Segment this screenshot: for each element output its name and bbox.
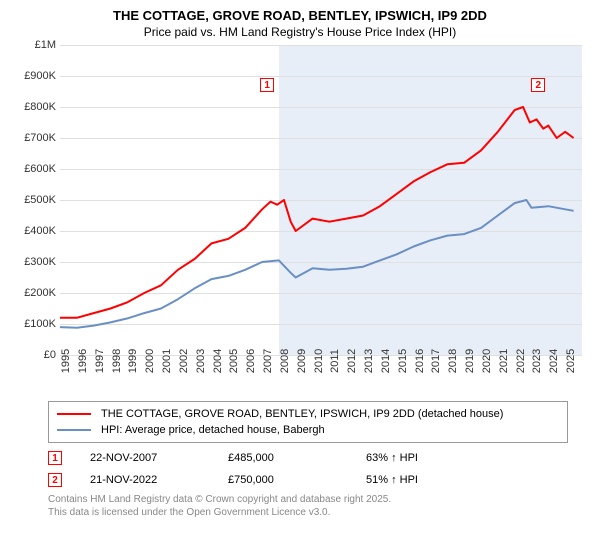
sale-price: £485,000	[228, 452, 338, 464]
series-line-0	[60, 107, 574, 318]
legend-label: HPI: Average price, detached house, Babe…	[101, 424, 325, 436]
chart-lines	[60, 45, 582, 355]
attribution-line-2: This data is licensed under the Open Gov…	[48, 506, 588, 519]
sale-row: 2 21-NOV-2022 £750,000 51% ↑ HPI	[48, 473, 588, 487]
legend-swatch	[57, 429, 91, 431]
sale-marker-1: 1	[48, 451, 62, 465]
y-tick-label: £600K	[12, 163, 56, 175]
y-tick-label: £400K	[12, 225, 56, 237]
y-tick-label: £500K	[12, 194, 56, 206]
y-tick-label: £700K	[12, 132, 56, 144]
attribution: Contains HM Land Registry data © Crown c…	[48, 493, 588, 519]
legend-row: HPI: Average price, detached house, Babe…	[57, 422, 559, 438]
y-tick-label: £200K	[12, 287, 56, 299]
y-tick-label: £800K	[12, 101, 56, 113]
legend-label: THE COTTAGE, GROVE ROAD, BENTLEY, IPSWIC…	[101, 408, 503, 420]
marker-2: 2	[531, 78, 545, 92]
sale-price: £750,000	[228, 474, 338, 486]
sales-block: 1 22-NOV-2007 £485,000 63% ↑ HPI 2 21-NOV-202…	[12, 451, 588, 487]
y-tick-label: £900K	[12, 70, 56, 82]
legend-row: THE COTTAGE, GROVE ROAD, BENTLEY, IPSWIC…	[57, 406, 559, 422]
sale-delta: 63% ↑ HPI	[366, 452, 418, 464]
marker-1: 1	[260, 78, 274, 92]
chart-container: THE COTTAGE, GROVE ROAD, BENTLEY, IPSWIC…	[0, 0, 600, 560]
sale-marker-2: 2	[48, 473, 62, 487]
y-tick-label: £300K	[12, 256, 56, 268]
sale-row: 1 22-NOV-2007 £485,000 63% ↑ HPI	[48, 451, 588, 465]
sale-date: 21-NOV-2022	[90, 474, 200, 486]
y-tick-label: £100K	[12, 318, 56, 330]
legend: THE COTTAGE, GROVE ROAD, BENTLEY, IPSWIC…	[48, 401, 568, 443]
chart-title: THE COTTAGE, GROVE ROAD, BENTLEY, IPSWIC…	[12, 8, 588, 23]
sale-delta: 51% ↑ HPI	[366, 474, 418, 486]
chart-area: £0 £100K £200K £300K £400K £500K £600K £700K £80…	[12, 45, 588, 395]
y-tick-label: £0	[12, 349, 56, 361]
attribution-line-1: Contains HM Land Registry data © Crown c…	[48, 493, 588, 506]
y-tick-label: £1M	[12, 39, 56, 51]
sale-date: 22-NOV-2007	[90, 452, 200, 464]
chart-subtitle: Price paid vs. HM Land Registry's House …	[12, 25, 588, 39]
legend-swatch	[57, 413, 91, 415]
